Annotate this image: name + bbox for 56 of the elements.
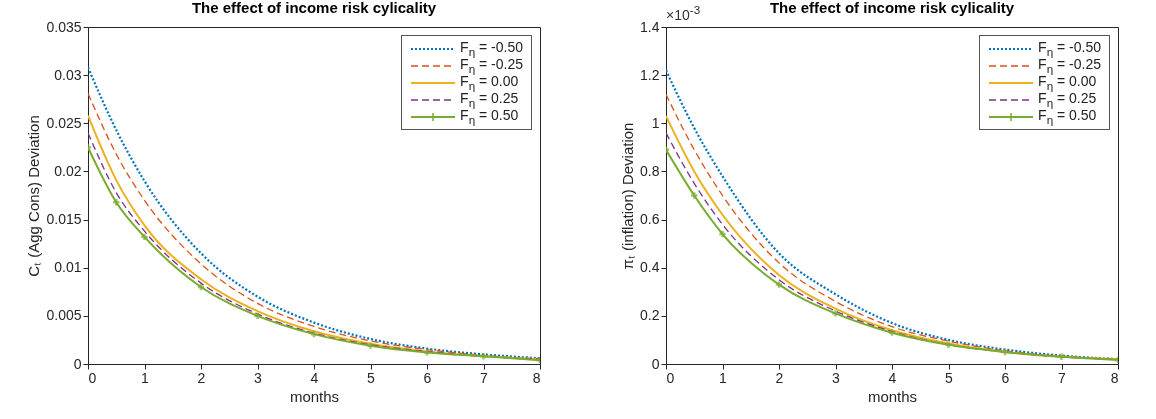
text: ×10$^{-3}$ (666, 3, 701, 23)
chart-title: The effect of income risk cylicality (191, 0, 437, 16)
y-tick-label: 0.03 (54, 66, 82, 83)
y-tick-label: 0.8 (640, 162, 660, 179)
y-tick-label: 1 (651, 114, 660, 131)
x-tick-label: 3 (254, 369, 263, 386)
y-axis-title: Cₜ (Agg Cons) Deviation (25, 115, 43, 277)
x-tick-label: 0 (666, 369, 675, 386)
point (691, 192, 698, 199)
y-tick-label: 0 (651, 355, 660, 372)
y-tick-label: 0.6 (640, 211, 660, 228)
y-tick-label: 0.02 (54, 162, 82, 179)
x-tick-label: 2 (775, 369, 784, 386)
point (367, 342, 374, 349)
point (1058, 353, 1065, 360)
y-tick-label: 0.025 (46, 114, 82, 131)
y-tick-label: 0.2 (640, 307, 660, 324)
x-tick-label: 6 (423, 369, 432, 386)
x-tick-label: 2 (197, 369, 206, 386)
point (945, 341, 952, 348)
x-tick-label: 1 (141, 369, 150, 386)
x-tick-label: 7 (480, 369, 489, 386)
x-tick-label: 4 (310, 369, 319, 386)
point (113, 199, 120, 206)
x-tick-label: 1 (719, 369, 728, 386)
y-tick-label: 0.4 (640, 259, 660, 276)
point (254, 312, 261, 320)
point (423, 349, 431, 356)
x-tick-label: 7 (1058, 369, 1067, 386)
chart-title: The effect of income risk cylicality (769, 0, 1015, 16)
y-tick-label: 0 (73, 355, 82, 372)
point (832, 310, 839, 317)
point (480, 353, 487, 360)
point (888, 329, 896, 336)
x-tick-label: 4 (888, 369, 897, 386)
y-tick-label: 0.015 (46, 211, 82, 228)
y-tick-label: 0.005 (46, 307, 82, 324)
x-tick-label: 5 (945, 369, 954, 386)
point (775, 281, 783, 288)
y-tick-label: 1.2 (640, 66, 660, 83)
y-tick-label: 0.01 (54, 259, 82, 276)
legend-label: F$_{η}$ = -0.50 (460, 39, 523, 58)
x-tick-label: 5 (367, 369, 376, 386)
x-tick-label: 6 (1001, 369, 1010, 386)
legend-label: F$_{η}$ = -0.50 (1038, 39, 1101, 58)
x-tick-label: 3 (832, 369, 841, 386)
point (719, 230, 726, 238)
x-axis-title: months (289, 387, 340, 405)
y-tick-label: 0.035 (46, 18, 82, 35)
x-tick-label: 8 (532, 369, 541, 386)
y-axis-title: πₜ (inflation) Deviation (619, 122, 637, 270)
y-tick-label: 1.4 (640, 18, 660, 35)
x-tick-label: 8 (1110, 369, 1119, 386)
point (141, 233, 148, 241)
x-tick-label: 0 (88, 369, 97, 386)
x-axis-title: months (867, 387, 918, 405)
